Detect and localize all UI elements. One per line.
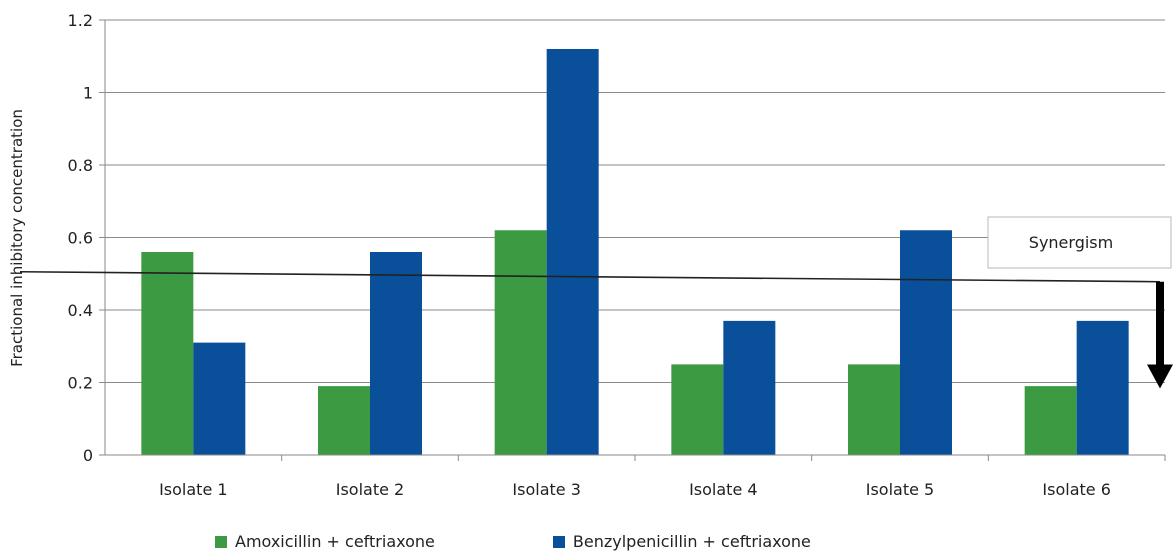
bar-amoxicillin-isolate-1: [141, 252, 194, 455]
x-category-labels: Isolate 1 Isolate 2 Isolate 3 Isolate 4 Isol…: [159, 480, 1111, 499]
y-tick-label: 0.2: [68, 374, 93, 393]
bar-amoxicillin-isolate-5: [848, 364, 900, 455]
x-category-label: Isolate 3: [512, 480, 580, 499]
bar-amoxicillin-isolate-3: [494, 230, 547, 455]
bar-benzylpenicillin-isolate-6: [1076, 320, 1129, 455]
legend-label-amoxicillin: Amoxicillin + ceftriaxone: [235, 532, 435, 551]
legend-label-benzylpenicillin: Benzylpenicillin + ceftriaxone: [572, 532, 811, 551]
bar-amoxicillin-isolate-2: [318, 386, 370, 455]
x-category-label: Isolate 4: [689, 480, 757, 499]
y-tick-label: 0.6: [68, 229, 93, 248]
synergism-label-box: [987, 216, 1172, 269]
synergism-threshold-line: [19, 270, 1161, 283]
fic-bar-chart: 00.20.40.60.811.2 Isolate 1 Isolate 2 Isol…: [8, 11, 1173, 499]
bar-benzylpenicillin-isolate-1: [193, 342, 246, 455]
bar-benzylpenicillin-isolate-2: [370, 252, 422, 455]
synergism-label: Synergism: [1029, 233, 1113, 252]
y-tick-label: 0.4: [68, 301, 93, 320]
y-tick-label: 1: [83, 84, 93, 103]
axes: [99, 19, 1166, 461]
x-category-label: Isolate 6: [1042, 480, 1110, 499]
bar-amoxicillin-isolate-4: [671, 364, 724, 455]
bar-amoxicillin-isolate-6: [1024, 386, 1077, 455]
synergism-arrow-head: [1147, 364, 1173, 389]
threshold-annotation: Synergism: [19, 216, 1173, 389]
legend-swatch-amoxicillin: [215, 535, 227, 548]
bar-benzylpenicillin-isolate-5: [900, 230, 952, 455]
x-category-label: Isolate 1: [159, 480, 227, 499]
gridlines: [105, 19, 1165, 383]
bar-benzylpenicillin-isolate-3: [546, 49, 599, 455]
bar-benzylpenicillin-isolate-4: [723, 320, 776, 455]
x-category-label: Isolate 5: [866, 480, 934, 499]
y-axis-label: Fractional inhibitory concentration: [8, 109, 26, 367]
x-category-label: Isolate 2: [336, 480, 404, 499]
bars: [141, 49, 1129, 455]
legend-item-benzylpenicillin: Benzylpenicillin + ceftriaxone: [552, 532, 811, 551]
y-tick-label: 0.8: [68, 156, 93, 175]
legend-item-amoxicillin: Amoxicillin + ceftriaxone: [215, 532, 435, 551]
y-tick-label: 0: [83, 446, 93, 465]
y-tick-label: 1.2: [68, 11, 93, 30]
y-tick-labels: 0 0.2 0.4 0.6 0.8 1 1.2: [68, 11, 93, 465]
legend-swatch-benzylpenicillin: [552, 535, 565, 548]
legend: Amoxicillin + ceftriaxone Benzylpenicill…: [215, 532, 811, 551]
